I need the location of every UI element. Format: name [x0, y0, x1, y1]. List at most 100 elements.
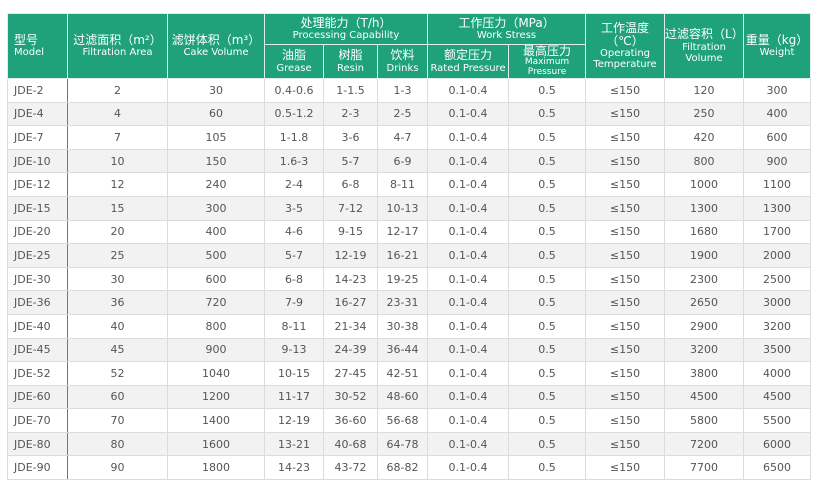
- table-cell: ≤150: [585, 313, 666, 339]
- specification-table: 型号 Model 过滤面积（m²） Filtration Area 滤饼体积（m³）…: [7, 13, 812, 481]
- table-cell: 21-34: [323, 313, 378, 339]
- table-cell: 800: [664, 148, 745, 174]
- table-cell: 2-4: [264, 172, 324, 197]
- table-cell: JDE-25: [7, 243, 68, 268]
- table-cell: 15: [67, 195, 168, 221]
- table-row: JDE-25 25 500 5-7 12-19 16-21 0.1-0.4 0.5 ≤150 19…: [7, 243, 812, 268]
- table-cell: 40-68: [323, 431, 378, 457]
- table-row: JDE-70 70 1400 12-19 36-60 56-68 0.1-0.4 0.5 ≤15…: [7, 408, 812, 433]
- table-cell: JDE-30: [7, 266, 68, 292]
- table-row: JDE-4 4 60 0.5-1.2 2-3 2-5 0.1-0.4 0.5 ≤150 250 40…: [7, 101, 812, 127]
- table-cell: 0.5: [508, 195, 587, 221]
- header-rated-pressure: 额定压力 Rated Pressure: [427, 44, 510, 79]
- table-cell: 3-6: [323, 125, 378, 150]
- table-cell: 16-21: [376, 243, 429, 268]
- table-cell: 6-9: [376, 148, 429, 174]
- table-cell: 5800: [664, 408, 745, 433]
- table-cell: 90: [67, 455, 168, 481]
- table-cell: 2-3: [323, 101, 378, 127]
- table-cell: 10-13: [376, 195, 429, 221]
- table-cell: 40: [67, 313, 168, 339]
- table-cell: 300: [743, 77, 812, 103]
- table-cell: ≤150: [585, 148, 666, 174]
- table-cell: JDE-15: [7, 195, 68, 221]
- table-cell: 6500: [743, 455, 812, 481]
- table-cell: 12: [67, 172, 168, 197]
- table-cell: 9-15: [323, 219, 378, 245]
- table-cell: 36: [67, 290, 168, 315]
- table-row: JDE-90 90 1800 14-23 43-72 68-82 0.1-0.4 0.5 ≤15…: [7, 455, 812, 481]
- table-cell: 0.5: [508, 455, 587, 481]
- table-cell: 0.1-0.4: [427, 148, 510, 174]
- table-cell: JDE-12: [7, 172, 68, 197]
- table-cell: 30: [167, 77, 265, 103]
- table-cell: 1300: [664, 195, 745, 221]
- table-cell: 0.1-0.4: [427, 195, 510, 221]
- table-cell: 1-1.5: [323, 77, 378, 103]
- table-cell: 43-72: [323, 455, 378, 481]
- table-cell: 500: [167, 243, 265, 268]
- header-operating-temperature: 工作温度（℃） Operating Temperature: [585, 13, 666, 79]
- table-cell: 1200: [167, 384, 265, 410]
- table-cell: 0.5: [508, 148, 587, 174]
- table-cell: 150: [167, 148, 265, 174]
- table-cell: 1.6-3: [264, 148, 324, 174]
- table-cell: 14-23: [264, 455, 324, 481]
- table-cell: 70: [67, 408, 168, 433]
- table-cell: 800: [167, 313, 265, 339]
- table-cell: 4000: [743, 361, 812, 386]
- table-cell: 0.1-0.4: [427, 243, 510, 268]
- table-cell: ≤150: [585, 384, 666, 410]
- table-cell: 0.1-0.4: [427, 408, 510, 433]
- table-cell: 0.5: [508, 431, 587, 457]
- header-work-stress: 工作压力（MPa） Work Stress: [427, 13, 587, 45]
- table-cell: JDE-80: [7, 431, 68, 457]
- table-cell: 56-68: [376, 408, 429, 433]
- table-cell: 2-5: [376, 101, 429, 127]
- header-filtration-area: 过滤面积（m²） Filtration Area: [67, 13, 168, 79]
- header-processing-capability: 处理能力（T/h） Processing Capability: [263, 13, 429, 45]
- table-cell: 3800: [664, 361, 745, 386]
- table-cell: ≤150: [585, 125, 666, 150]
- table-cell: 1040: [167, 361, 265, 386]
- table-cell: 45: [67, 337, 168, 363]
- table-cell: JDE-10: [7, 148, 68, 174]
- subheader-row: 油脂 Grease 树脂 Resin 饮料 Drinks 额定压力 Rated Pres…: [8, 44, 811, 79]
- table-row: JDE-40 40 800 8-11 21-34 30-38 0.1-0.4 0.5 ≤150 2…: [7, 313, 812, 339]
- table-cell: 0.5: [508, 266, 587, 292]
- table-cell: 1800: [167, 455, 265, 481]
- table-cell: 60: [67, 384, 168, 410]
- table-cell: ≤150: [585, 195, 666, 221]
- table-cell: 0.1-0.4: [427, 455, 510, 481]
- table-cell: 24-39: [323, 337, 378, 363]
- table-cell: 0.1-0.4: [427, 101, 510, 127]
- table-cell: 4: [67, 101, 168, 127]
- table-cell: 0.1-0.4: [427, 266, 510, 292]
- table-cell: ≤150: [585, 290, 666, 315]
- table-cell: 7: [67, 125, 168, 150]
- table-cell: 250: [664, 101, 745, 127]
- table-cell: 3500: [743, 337, 812, 363]
- table-cell: 1400: [167, 408, 265, 433]
- table-cell: 1100: [743, 172, 812, 197]
- table-cell: 0.1-0.4: [427, 125, 510, 150]
- table-row: JDE-10 10 150 1.6-3 5-7 6-9 0.1-0.4 0.5 ≤150 800 9…: [7, 148, 812, 174]
- table-cell: 7700: [664, 455, 745, 481]
- table-cell: 30-38: [376, 313, 429, 339]
- table-cell: 400: [743, 101, 812, 127]
- table-cell: 2: [67, 77, 168, 103]
- table-cell: 10: [67, 148, 168, 174]
- table-cell: 1-1.8: [264, 125, 324, 150]
- table-cell: JDE-45: [7, 337, 68, 363]
- table-cell: 30: [67, 266, 168, 292]
- table-cell: 0.5: [508, 384, 587, 410]
- table-cell: 7-9: [264, 290, 324, 315]
- table-cell: 105: [167, 125, 265, 150]
- table-cell: JDE-4: [7, 101, 68, 127]
- table-cell: 7-12: [323, 195, 378, 221]
- table-cell: 30-52: [323, 384, 378, 410]
- table-cell: 27-45: [323, 361, 378, 386]
- table-cell: JDE-60: [7, 384, 68, 410]
- table-cell: 8-11: [264, 313, 324, 339]
- table-cell: 6-8: [264, 266, 324, 292]
